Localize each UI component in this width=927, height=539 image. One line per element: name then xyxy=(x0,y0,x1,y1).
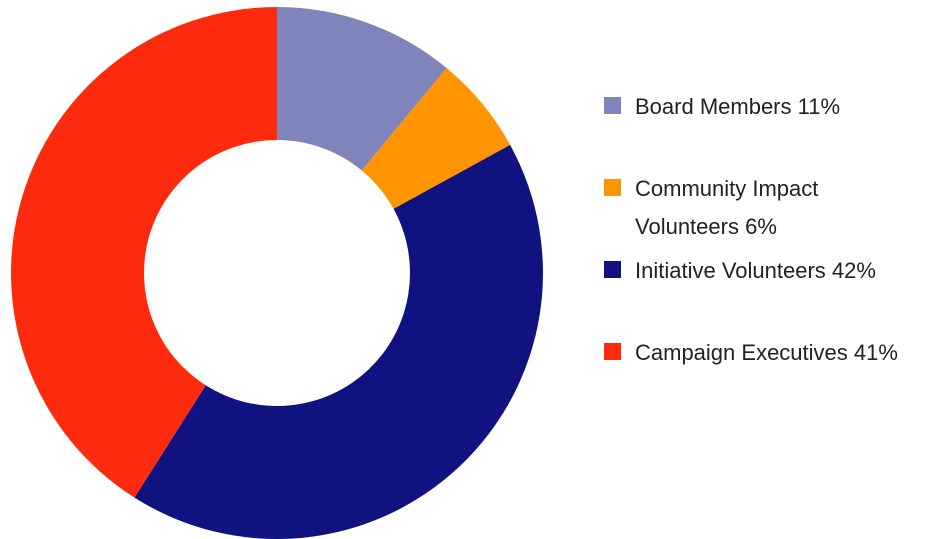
legend-text: Campaign Executives 41% xyxy=(635,334,915,372)
donut-slice xyxy=(277,7,447,171)
chart xyxy=(11,7,543,539)
legend-text: Board Members 11% xyxy=(635,88,915,126)
legend-swatch xyxy=(604,343,621,360)
value-label: 6% xyxy=(745,214,777,239)
donut-slice xyxy=(11,7,278,498)
legend-label: Campaign Executives xyxy=(635,340,848,365)
legend-text: Initiative Volunteers 42% xyxy=(635,252,915,290)
donut-slice xyxy=(361,68,511,209)
legend-text: Community Impact Volunteers 6% xyxy=(635,170,915,246)
value-label: 11% xyxy=(797,94,841,119)
value-label: 42% xyxy=(831,258,876,283)
legend-swatch xyxy=(604,97,621,114)
legend-label: Board Members xyxy=(635,94,792,119)
legend-swatch xyxy=(604,179,621,196)
legend-label: Community Impact Volunteers xyxy=(635,176,819,239)
legend-label: Initiative Volunteers xyxy=(635,258,826,283)
value-label: 41% xyxy=(853,340,898,365)
donut-slice xyxy=(134,144,543,539)
legend-swatch xyxy=(604,261,621,278)
